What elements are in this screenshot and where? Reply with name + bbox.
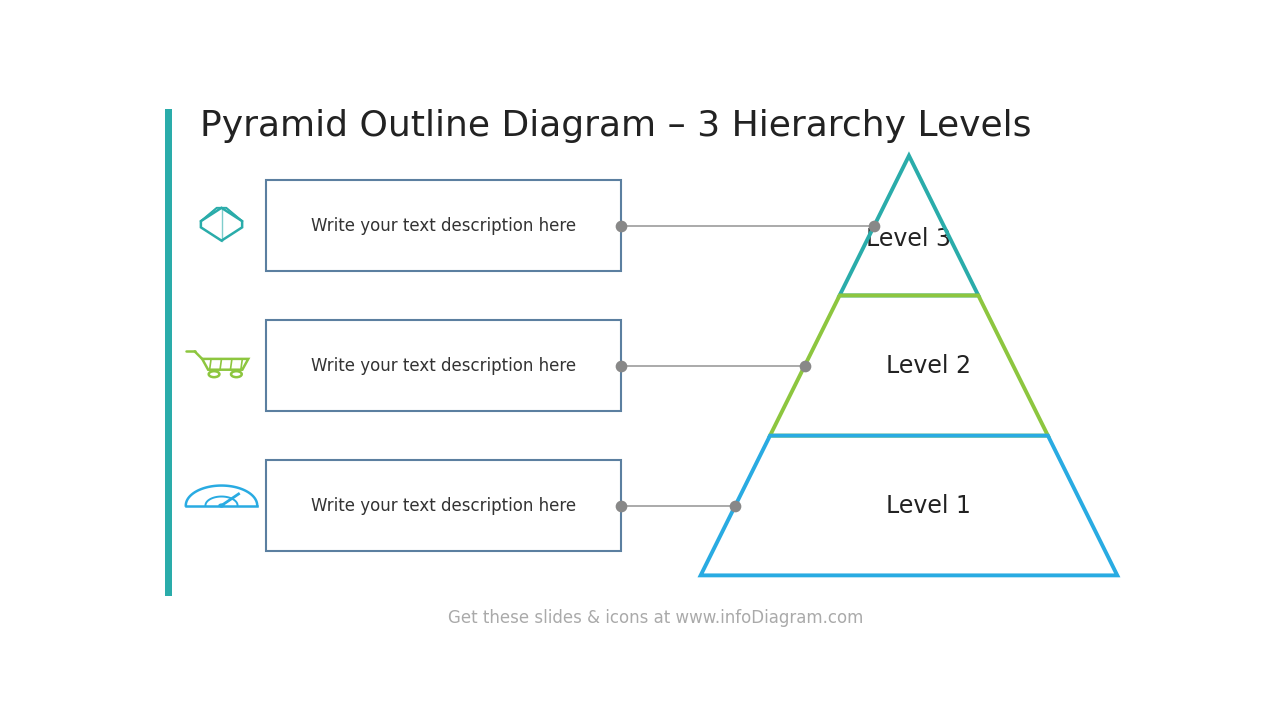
Point — [611, 220, 631, 231]
Text: Pyramid Outline Diagram – 3 Hierarchy Levels: Pyramid Outline Diagram – 3 Hierarchy Le… — [200, 109, 1032, 143]
FancyBboxPatch shape — [266, 320, 621, 411]
Text: Get these slides & icons at www.infoDiagram.com: Get these slides & icons at www.infoDiag… — [448, 609, 864, 627]
Text: Write your text description here: Write your text description here — [311, 497, 576, 515]
Text: Write your text description here: Write your text description here — [311, 217, 576, 235]
Text: Level 1: Level 1 — [886, 493, 972, 518]
FancyBboxPatch shape — [266, 180, 621, 271]
Text: Level 2: Level 2 — [886, 354, 972, 377]
Point — [611, 360, 631, 372]
Point — [864, 220, 884, 231]
Point — [611, 500, 631, 511]
Point — [795, 360, 815, 372]
FancyBboxPatch shape — [266, 460, 621, 551]
FancyBboxPatch shape — [165, 109, 172, 596]
Point — [724, 500, 745, 511]
Text: Level 3: Level 3 — [867, 228, 951, 251]
Circle shape — [219, 504, 224, 507]
Text: Write your text description here: Write your text description here — [311, 356, 576, 374]
